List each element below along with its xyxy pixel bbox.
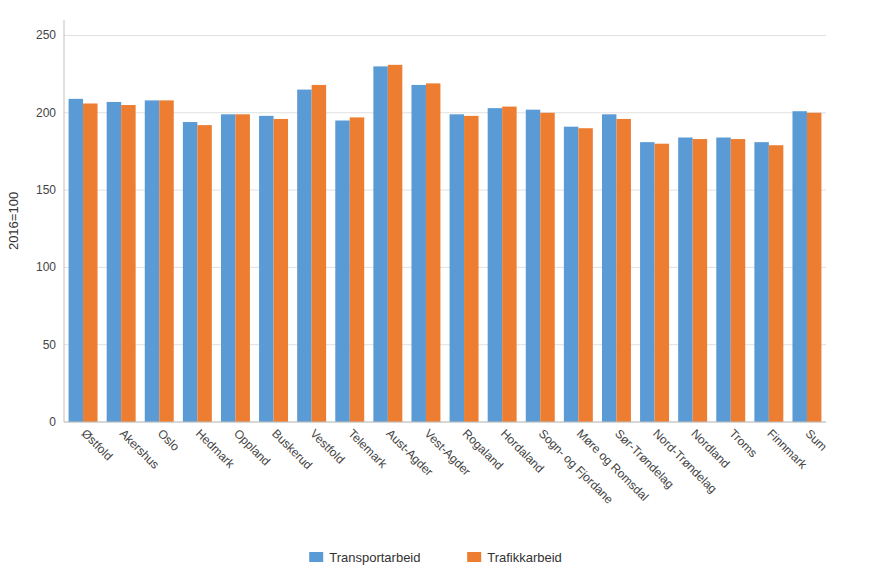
bar [159,100,173,422]
bar [464,116,478,422]
bar [312,85,326,422]
x-tick-label: Østfold [79,426,116,463]
bar [235,114,249,422]
y-tick-label: 150 [36,183,56,197]
x-tick-label: Telemark [345,426,390,471]
x-tick-label: Finnmark [764,426,810,472]
bar [373,66,387,422]
y-axis-line [64,20,65,422]
bar [716,138,730,422]
legend-swatch [467,552,481,562]
grid [64,35,826,422]
bar [754,142,768,422]
bar [259,116,273,422]
chart: 0 50 100 150 200 250 2016=100 ØstfoldAkershusOs… [0,0,886,582]
y-tick-label: 200 [36,106,56,120]
bar [731,139,745,422]
x-tick-label: Buskerud [269,426,315,472]
bar [655,144,669,422]
y-tick-label: 0 [49,415,56,429]
bar [426,83,440,422]
bar [297,90,311,422]
x-tick-label: Sum [803,426,830,453]
bar [640,142,654,422]
x-tick-label: Vestfold [307,426,347,466]
grid-line [64,190,826,191]
bar [107,102,121,422]
y-tick-label: 100 [36,260,56,274]
bar [678,138,692,422]
bar [335,121,349,423]
x-tick-label: Sogn- og Fjordane [536,426,616,506]
bar [540,113,554,422]
bar [221,114,235,422]
bar [807,113,821,422]
bar [83,103,97,422]
x-tick-label: Oppland [231,426,273,468]
bar [350,117,364,422]
x-tick-label: Akershus [117,426,162,471]
x-tick-label: Troms [726,426,760,460]
bar [145,100,159,422]
y-axis-label: 2016=100 [6,192,21,250]
y-tick-label: 250 [36,28,56,42]
grid-line [64,422,826,423]
grid-line [64,267,826,268]
bar [69,99,83,422]
bar [197,125,211,422]
bar [526,110,540,422]
bar [411,85,425,422]
bar [693,139,707,422]
x-tick-label: Nordland [688,426,732,470]
bar [274,119,288,422]
x-tick-label: Oslo [155,426,183,454]
bar [450,114,464,422]
bar [388,65,402,422]
x-tick-label: Hedmark [193,426,238,471]
bar [578,128,592,422]
bar [488,108,502,422]
bar [792,111,806,422]
bar [616,119,630,422]
x-tick-label: Møre og Romsdal [574,426,651,503]
x-tick-label: Rogaland [460,426,506,472]
legend: Transportarbeid Trafikkarbeid [309,550,562,565]
bar [502,107,516,422]
legend-swatch [309,552,323,562]
grid-line [64,344,826,345]
bar [183,122,197,422]
bars [69,65,822,422]
bar [564,127,578,422]
x-axis-line [64,422,826,423]
bar [602,114,616,422]
grid-line [64,112,826,113]
y-tick-label: 50 [43,338,57,352]
grid-line [64,35,826,36]
legend-label: Trafikkarbeid [487,550,562,565]
bar [121,105,135,422]
legend-label: Transportarbeid [329,550,420,565]
bar [769,145,783,422]
